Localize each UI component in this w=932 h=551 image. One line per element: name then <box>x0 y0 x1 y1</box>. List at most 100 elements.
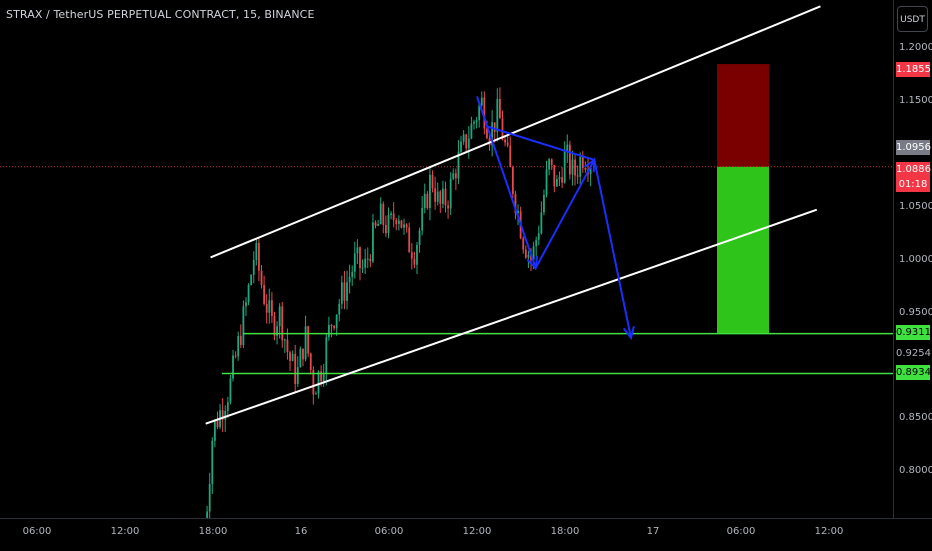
candle-body <box>361 267 364 269</box>
candle-body <box>400 220 403 228</box>
candle-body <box>291 353 294 361</box>
candle-body <box>576 175 579 177</box>
channel-lower-line <box>205 208 818 425</box>
candle-body <box>335 314 338 329</box>
entry-price-tag: 1.0886 <box>896 162 931 177</box>
candle-body <box>462 134 465 142</box>
candle-body <box>369 258 372 262</box>
price-chart[interactable] <box>0 0 893 518</box>
arrowhead-down-1 <box>526 255 539 271</box>
candle-body <box>506 142 509 146</box>
candle-body <box>392 213 395 221</box>
candle-body <box>379 203 382 225</box>
candle-body <box>522 238 525 250</box>
candle-body <box>255 242 258 260</box>
price-tick-label: 1.0500 <box>899 200 932 212</box>
time-tick-label: 06:00 <box>726 526 756 537</box>
candle-body <box>418 230 421 245</box>
candle-body <box>377 224 380 226</box>
candle-body <box>247 284 250 303</box>
price-axis[interactable] <box>893 0 932 518</box>
chart-area[interactable] <box>0 0 893 518</box>
candle-body <box>553 164 556 187</box>
candle-body <box>322 373 325 382</box>
candle-body <box>374 222 377 226</box>
candle-body <box>517 211 519 214</box>
candle-body <box>317 371 320 394</box>
candle-body <box>387 215 390 234</box>
candle-body <box>436 191 439 202</box>
candle-body <box>289 352 291 361</box>
candle-body <box>356 247 359 254</box>
candle-body <box>509 145 512 168</box>
level-tag-1: 0.9311 <box>896 325 931 340</box>
level-tag-2: 0.9254 <box>896 346 931 361</box>
arrowhead-down-2 <box>622 326 635 341</box>
candle-body <box>237 336 240 357</box>
arrowhead-up <box>584 157 596 172</box>
candle-body <box>338 303 341 315</box>
candle-body <box>312 369 315 395</box>
candle-body <box>410 252 413 259</box>
candle-body <box>299 348 302 368</box>
candle-body <box>245 302 247 307</box>
candle-body <box>475 120 478 122</box>
candle-body <box>434 188 437 202</box>
candle-body <box>545 169 548 195</box>
candle-body <box>270 300 273 317</box>
candle-body <box>333 325 335 329</box>
candle-body <box>382 203 385 225</box>
take-profit-zone <box>717 166 769 334</box>
candle-body <box>242 306 245 346</box>
candle-body <box>486 128 488 139</box>
time-tick-label: 17 <box>646 526 660 537</box>
candle-body <box>384 224 387 234</box>
candle-body <box>550 159 553 165</box>
time-axis[interactable] <box>0 518 932 551</box>
time-tick-label: 12:00 <box>814 526 844 537</box>
candle-body <box>561 177 563 183</box>
currency-button[interactable]: USDT <box>897 6 928 32</box>
candle-body <box>571 159 574 175</box>
candle-body <box>491 122 494 146</box>
candle-body <box>232 355 234 379</box>
channel-upper-line <box>210 5 821 259</box>
price-tick-label: 0.8500 <box>899 412 932 424</box>
candle-body <box>423 193 426 209</box>
stop-loss-zone <box>717 64 769 167</box>
candle-body <box>581 156 584 169</box>
candle-body <box>465 134 468 149</box>
candle-body <box>226 402 229 411</box>
candle-body <box>216 420 219 427</box>
candle-body <box>589 167 592 175</box>
candle-body <box>540 212 543 234</box>
candle-body <box>239 336 242 346</box>
candle-body <box>563 151 566 183</box>
candle-body <box>444 188 447 206</box>
candle-body <box>327 324 330 338</box>
price-tick-label: 0.9500 <box>899 306 932 318</box>
candle-body <box>426 193 429 209</box>
candle-body <box>390 213 392 216</box>
candle-body <box>483 97 486 129</box>
candle-body <box>348 276 351 283</box>
candle-body <box>353 253 356 272</box>
candle-body <box>498 98 501 119</box>
candle-body <box>330 324 333 326</box>
candle-body <box>359 247 361 269</box>
time-tick-label: 06:00 <box>374 526 404 537</box>
price-tick-label: 0.8000 <box>899 465 932 477</box>
candle-body <box>470 123 473 139</box>
price-tick-label: 1.0000 <box>899 253 932 265</box>
candle-body <box>307 326 310 354</box>
chart-title: STRAX / TetherUS PERPETUAL CONTRACT, 15,… <box>6 8 315 21</box>
candle-body <box>309 353 312 370</box>
candle-body <box>416 244 418 265</box>
candle-body <box>439 191 442 204</box>
candle-body <box>429 174 431 209</box>
candle-body <box>229 378 232 403</box>
candle-body <box>224 410 227 420</box>
candle-body <box>511 167 514 195</box>
candle-body <box>460 141 462 152</box>
candle-body <box>211 440 214 484</box>
